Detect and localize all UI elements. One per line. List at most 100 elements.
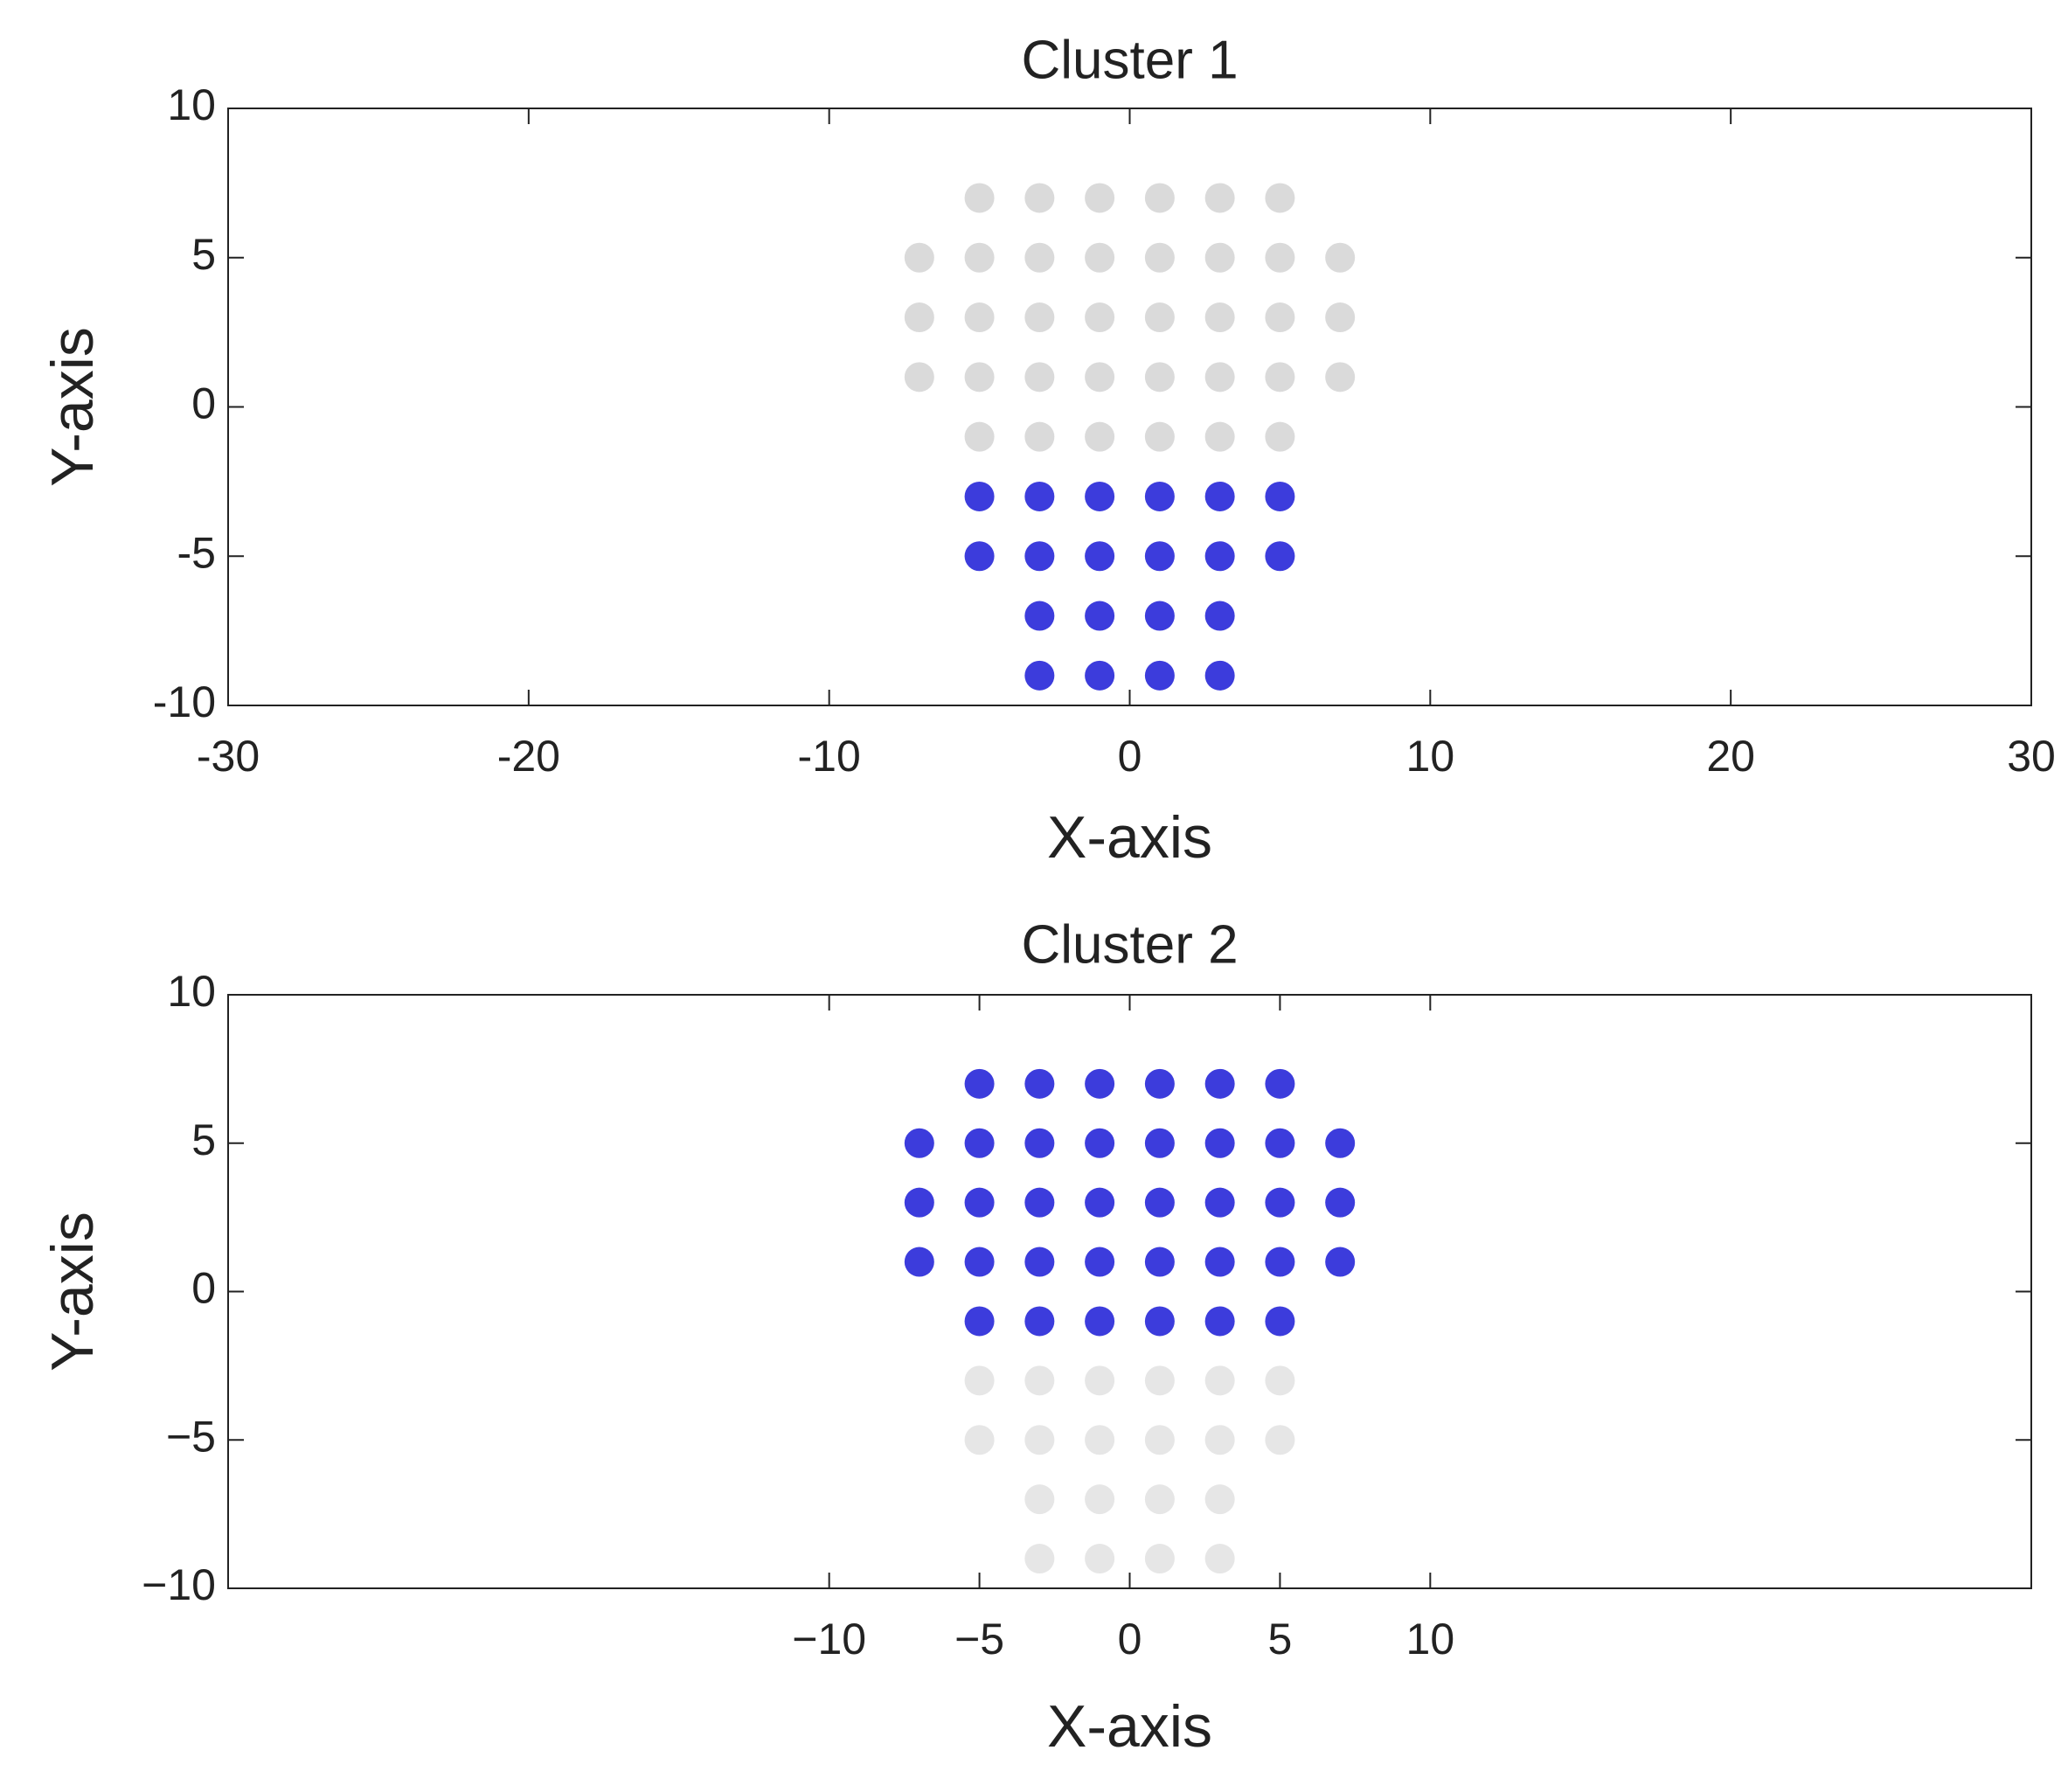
- scatter-point: [964, 481, 995, 511]
- scatter-point: [1085, 1068, 1115, 1099]
- scatter-point: [1204, 421, 1235, 452]
- scatter-point: [964, 362, 995, 392]
- scatter-point: [1085, 481, 1115, 511]
- scatter-point: [1024, 481, 1055, 511]
- scatter-point: [1024, 1128, 1055, 1158]
- scatter-point: [1204, 1544, 1235, 1574]
- scatter-point: [1024, 1068, 1055, 1099]
- scatter-point: [1204, 1187, 1235, 1218]
- scatter-point: [1024, 1247, 1055, 1277]
- scatter-point: [1144, 1247, 1175, 1277]
- x-tick-label: 0: [1118, 1615, 1142, 1664]
- scatter-point: [1204, 1247, 1235, 1277]
- scatter-point: [1085, 183, 1115, 213]
- scatter-point: [1024, 660, 1055, 691]
- scatter-point: [1144, 362, 1175, 392]
- x-tick-label: −5: [954, 1615, 1004, 1664]
- scatter-point: [1204, 362, 1235, 392]
- scatter-point: [1204, 660, 1235, 691]
- x-tick-label: 0: [1118, 732, 1142, 781]
- scatter-point: [1204, 1484, 1235, 1515]
- scatter-point: [904, 1187, 934, 1218]
- scatter-point: [1265, 1247, 1295, 1277]
- y-tick-label: 0: [191, 1264, 216, 1313]
- scatter-point: [1204, 601, 1235, 631]
- y-tick-label: -5: [177, 528, 216, 577]
- scatter-point: [1085, 1187, 1115, 1218]
- scatter-point: [1325, 242, 1356, 273]
- scatter-point: [1024, 541, 1055, 572]
- scatter-point: [1144, 1128, 1175, 1158]
- scatter-point: [964, 1247, 995, 1277]
- scatter-point: [1265, 1187, 1295, 1218]
- y-tick-label: 5: [191, 230, 216, 279]
- scatter-point: [1144, 1187, 1175, 1218]
- scatter-point: [1085, 601, 1115, 631]
- chart-title: Cluster 2: [1021, 914, 1238, 975]
- scatter-point: [1024, 302, 1055, 333]
- scatter-point: [964, 242, 995, 273]
- scatter-point: [1024, 1365, 1055, 1396]
- scatter-point: [1144, 183, 1175, 213]
- scatter-point: [1024, 1306, 1055, 1337]
- y-tick-label: 5: [191, 1115, 216, 1164]
- scatter-point: [904, 242, 934, 273]
- scatter-point: [1024, 183, 1055, 213]
- scatter-point: [1144, 1306, 1175, 1337]
- scatter-point: [1144, 1365, 1175, 1396]
- scatter-point: [1265, 1068, 1295, 1099]
- scatter-point: [1204, 1068, 1235, 1099]
- x-tick-label: -10: [798, 732, 861, 781]
- scatter-point: [1085, 362, 1115, 392]
- scatter-point: [1144, 302, 1175, 333]
- plot-box: [227, 108, 2032, 706]
- y-tick-label: 10: [167, 80, 216, 129]
- scatter-point: [964, 421, 995, 452]
- scatter-point: [1325, 362, 1356, 392]
- y-tick-label: -10: [153, 677, 216, 726]
- scatter-point: [1024, 1484, 1055, 1515]
- scatter-point: [1265, 1306, 1295, 1337]
- y-tick-label: −10: [142, 1560, 216, 1609]
- scatter-point: [1144, 601, 1175, 631]
- scatter-point: [1024, 242, 1055, 273]
- scatter-point: [1144, 421, 1175, 452]
- scatter-point: [1204, 183, 1235, 213]
- y-axis-label: Y-axis: [39, 1212, 106, 1372]
- scatter-point: [1085, 660, 1115, 691]
- scatter-point: [964, 1068, 995, 1099]
- scatter-point: [1265, 1128, 1295, 1158]
- scatter-point: [1265, 242, 1295, 273]
- scatter-point: [1265, 1365, 1295, 1396]
- y-tick-label: 10: [167, 967, 216, 1016]
- scatter-point: [1085, 1306, 1115, 1337]
- x-tick-label: 10: [1406, 1615, 1455, 1664]
- scatter-point: [1325, 302, 1356, 333]
- scatter-point: [1024, 421, 1055, 452]
- scatter-point: [1204, 242, 1235, 273]
- scatter-point: [1085, 1128, 1115, 1158]
- scatter-point: [1265, 183, 1295, 213]
- scatter-point: [904, 1128, 934, 1158]
- scatter-point: [1024, 601, 1055, 631]
- scatter-point: [1024, 1544, 1055, 1574]
- x-tick-label: 30: [2007, 732, 2056, 781]
- scatter-point: [904, 302, 934, 333]
- scatter-point: [904, 1247, 934, 1277]
- scatter-point: [1204, 1306, 1235, 1337]
- scatter-point: [1144, 660, 1175, 691]
- scatter-point: [1265, 541, 1295, 572]
- scatter-point: [1085, 421, 1115, 452]
- plot-box: [227, 994, 2032, 1589]
- scatter-point: [1085, 1247, 1115, 1277]
- scatter-point: [1204, 1425, 1235, 1455]
- scatter-point: [964, 1128, 995, 1158]
- x-axis-label: X-axis: [1047, 1693, 1212, 1760]
- x-axis-label: X-axis: [1047, 804, 1212, 871]
- scatter-point: [1204, 541, 1235, 572]
- scatter-point: [964, 1425, 995, 1455]
- scatter-point: [1144, 1425, 1175, 1455]
- y-axis-label: Y-axis: [39, 327, 106, 487]
- scatter-point: [1144, 1068, 1175, 1099]
